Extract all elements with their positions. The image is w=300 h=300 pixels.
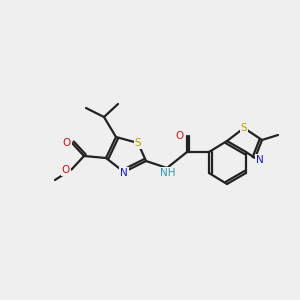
Text: N: N [120, 168, 128, 178]
Text: O: O [176, 131, 184, 141]
Text: N: N [256, 155, 264, 165]
Text: S: S [241, 123, 247, 133]
Text: O: O [63, 138, 71, 148]
Text: NH: NH [160, 168, 176, 178]
Text: S: S [135, 138, 141, 148]
Text: O: O [62, 165, 70, 175]
